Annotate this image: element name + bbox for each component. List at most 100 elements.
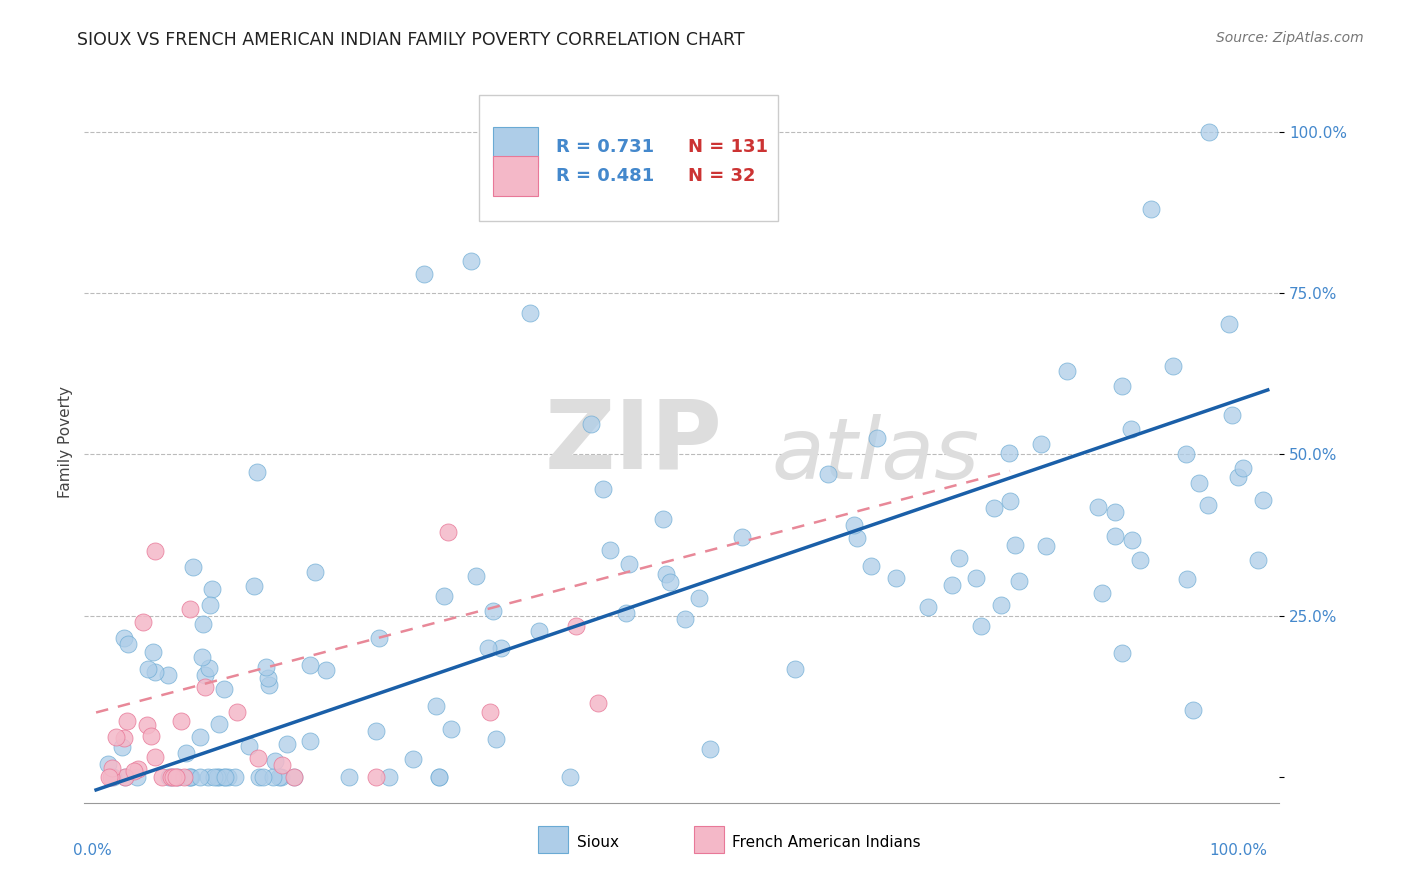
Point — [617, 557, 640, 571]
Point — [1188, 476, 1211, 491]
Point — [143, 544, 166, 558]
Point — [127, 770, 149, 784]
Point — [114, 770, 136, 784]
Point — [271, 757, 294, 772]
Point — [105, 731, 128, 745]
Point — [111, 739, 134, 754]
Point — [1174, 447, 1197, 461]
Point — [173, 770, 195, 784]
Point — [997, 446, 1019, 460]
Y-axis label: Family Poverty: Family Poverty — [58, 385, 73, 498]
Point — [586, 696, 609, 710]
Point — [214, 770, 236, 784]
FancyBboxPatch shape — [695, 826, 724, 854]
Point — [592, 482, 614, 496]
Point — [179, 770, 201, 784]
Point — [844, 517, 866, 532]
Point — [1226, 469, 1249, 483]
Text: atlas: atlas — [772, 415, 980, 498]
Point — [1198, 125, 1220, 139]
Point — [1111, 379, 1133, 393]
Point — [132, 615, 155, 630]
Point — [262, 770, 284, 784]
Point — [181, 560, 204, 574]
Point — [157, 770, 180, 784]
Point — [243, 579, 266, 593]
Point — [427, 770, 450, 784]
Point — [427, 770, 450, 784]
Point — [212, 682, 235, 697]
Point — [1087, 500, 1109, 514]
FancyBboxPatch shape — [494, 156, 538, 196]
Point — [276, 738, 298, 752]
Point — [247, 750, 270, 764]
Point — [1163, 359, 1185, 373]
Point — [479, 706, 502, 720]
Point — [364, 770, 387, 784]
Point — [143, 750, 166, 764]
Point — [97, 757, 120, 772]
Point — [304, 565, 326, 579]
Point — [1175, 572, 1198, 586]
Point — [614, 607, 637, 621]
Point — [965, 571, 987, 585]
Point — [1121, 533, 1143, 547]
Point — [201, 582, 224, 596]
Point — [188, 730, 211, 744]
Point — [1129, 553, 1152, 567]
FancyBboxPatch shape — [538, 826, 568, 854]
Point — [112, 731, 135, 745]
Point — [859, 558, 882, 573]
Point — [142, 645, 165, 659]
Point — [165, 770, 187, 784]
Point — [477, 641, 499, 656]
Point — [402, 752, 425, 766]
Point — [969, 619, 991, 633]
Point — [188, 770, 211, 784]
Point — [252, 770, 274, 784]
Text: French American Indians: French American Indians — [733, 835, 921, 850]
Text: SIOUX VS FRENCH AMERICAN INDIAN FAMILY POVERTY CORRELATION CHART: SIOUX VS FRENCH AMERICAN INDIAN FAMILY P… — [77, 31, 745, 49]
Point — [166, 770, 188, 784]
Point — [263, 755, 285, 769]
Point — [117, 714, 139, 728]
Point — [1253, 492, 1275, 507]
Point — [948, 550, 970, 565]
Point — [162, 770, 184, 784]
Text: N = 32: N = 32 — [688, 167, 755, 185]
Point — [560, 770, 582, 784]
Point — [651, 511, 673, 525]
Point — [160, 770, 183, 784]
Text: Source: ZipAtlas.com: Source: ZipAtlas.com — [1216, 31, 1364, 45]
Point — [599, 543, 621, 558]
Point — [224, 770, 246, 784]
Point — [1220, 409, 1243, 423]
Point — [197, 770, 219, 784]
Point — [257, 678, 280, 692]
Point — [198, 598, 221, 612]
Point — [1035, 539, 1057, 553]
Text: ZIP: ZIP — [544, 395, 723, 488]
Point — [103, 770, 125, 784]
Point — [1218, 318, 1240, 332]
Point — [179, 770, 201, 784]
Point — [565, 619, 588, 633]
Point — [519, 305, 541, 319]
Point — [655, 567, 678, 582]
Point — [283, 770, 305, 784]
Point — [367, 631, 389, 645]
Point — [983, 500, 1005, 515]
Point — [114, 770, 136, 784]
Point — [101, 760, 124, 774]
Point — [156, 667, 179, 681]
Point — [485, 731, 508, 746]
Point — [202, 770, 225, 784]
Point — [127, 762, 149, 776]
Point — [579, 417, 602, 431]
Point — [1197, 498, 1219, 512]
Point — [208, 770, 231, 784]
Point — [176, 746, 198, 760]
Point — [817, 467, 839, 481]
Point — [180, 770, 202, 784]
Point — [688, 591, 710, 605]
